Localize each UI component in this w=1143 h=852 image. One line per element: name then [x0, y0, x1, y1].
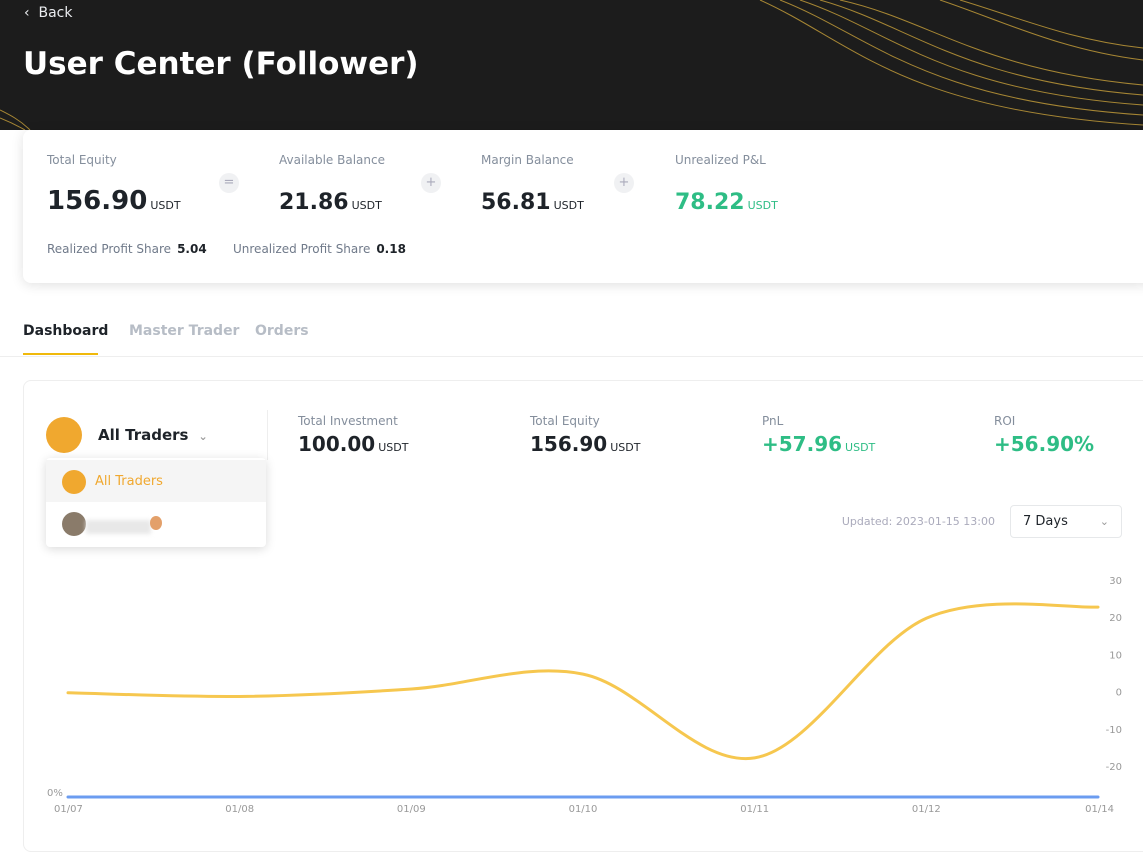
back-text: Back [38, 5, 73, 21]
unit: USDT [610, 441, 641, 454]
stat-value: 100.00 USDT [298, 432, 408, 456]
stat-label: PnL [762, 414, 784, 428]
summary-card [23, 130, 1143, 283]
option[interactable]: All Traders [46, 460, 266, 502]
amount: +57.96 [762, 432, 843, 456]
label: Available Balance [279, 153, 385, 167]
amount: 56.81 [481, 190, 551, 215]
operator: = [219, 173, 239, 193]
back-link[interactable]: ‹ Back [24, 5, 73, 21]
value: 5.04 [177, 242, 207, 256]
header: ‹ Back User Center (Follower) [0, 0, 1143, 130]
value: 56.81 USDT [481, 190, 584, 215]
blurred-name [86, 520, 151, 534]
y2-tick-label: 10 [1109, 650, 1122, 661]
tab[interactable]: Master Trader [129, 323, 240, 339]
amount: 78.22 [675, 190, 745, 215]
updated: Updated: 2023-01-15 13:00 [841, 515, 995, 528]
amount: 100.00 [298, 432, 376, 456]
x-tick-label: 01/08 [225, 804, 254, 815]
stat-value: 156.90 USDT [530, 432, 640, 456]
avatar [62, 470, 86, 494]
amount: 156.90 [47, 186, 148, 216]
x-tick-label: 01/07 [54, 804, 83, 815]
stat-label: Total Equity [530, 414, 600, 428]
operator: + [614, 173, 634, 193]
realized-share: Realized Profit Share 5.04 [47, 242, 207, 256]
unit: USDT [553, 199, 584, 212]
unit: USDT [747, 199, 778, 212]
unrealized-share: Unrealized Profit Share 0.18 [233, 242, 406, 256]
divider [267, 410, 268, 460]
dropdown: All Traders [46, 458, 266, 547]
amount: +56.90% [994, 432, 1095, 456]
avatar [46, 417, 82, 453]
unit: USDT [845, 441, 876, 454]
y-tick-label: 0% [47, 788, 63, 799]
operator: + [421, 173, 441, 193]
stat-value: +57.96 USDT [762, 432, 875, 456]
stat-value: +56.90% [994, 432, 1094, 456]
avatar [62, 512, 86, 536]
tab[interactable]: Dashboard [23, 323, 109, 339]
icon [150, 516, 162, 530]
x-tick-label: 01/12 [912, 804, 941, 815]
chart: 30 20 10 0 -10 -20 0% 01/07 01/08 01/09 01/10 01/11… [47, 576, 1122, 815]
unit: USDT [351, 199, 382, 212]
y2-tick-label: 0 [1116, 688, 1122, 699]
stat-label: Total Investment [298, 414, 398, 428]
y2-tick-label: -20 [1106, 762, 1122, 773]
stat-label: ROI [994, 414, 1016, 428]
x-tick-label: 01/11 [740, 804, 769, 815]
range-select[interactable]: 7 Days ⌄ [1010, 505, 1122, 538]
unit: USDT [378, 441, 409, 454]
line [66, 602, 1100, 761]
header-decoration [0, 0, 1143, 130]
value: 21.86 USDT [279, 190, 382, 215]
y2-tick-label: 30 [1109, 576, 1122, 587]
value: 0.18 [376, 242, 406, 256]
label: Unrealized P&L [675, 153, 766, 167]
unit: USDT [150, 199, 181, 212]
x-tick-label: 01/09 [397, 804, 426, 815]
divider [0, 356, 1143, 357]
page-title: User Center (Follower) [23, 46, 419, 82]
value: 156.90 USDT [47, 186, 181, 216]
label: Unrealized Profit Share [233, 242, 371, 256]
x-tick-label: 01/10 [569, 804, 598, 815]
value: 78.22 USDT [675, 190, 778, 215]
option-text: All Traders [95, 474, 163, 489]
trader-selector[interactable]: All Traders ⌄ [98, 426, 208, 444]
label: Realized Profit Share [47, 242, 172, 256]
y2-tick-label: -10 [1106, 725, 1122, 736]
tab[interactable]: Orders [255, 323, 309, 339]
range-text: 7 Days [1023, 514, 1068, 529]
label: Margin Balance [481, 153, 574, 167]
label: Total Equity [47, 153, 117, 167]
amount: 21.86 [279, 190, 349, 215]
amount: 156.90 [530, 432, 608, 456]
x-tick-label: 01/14 [1085, 804, 1114, 815]
option[interactable] [46, 504, 266, 546]
tab-underline [23, 353, 98, 355]
y2-tick-label: 20 [1109, 613, 1122, 624]
selector-text: All Traders [98, 426, 189, 444]
